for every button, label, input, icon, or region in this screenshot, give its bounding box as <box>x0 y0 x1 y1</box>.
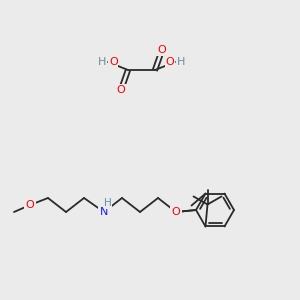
Text: O: O <box>109 57 118 67</box>
Text: O: O <box>158 45 166 55</box>
Text: H: H <box>104 198 112 208</box>
Text: O: O <box>172 207 180 217</box>
Text: N: N <box>100 207 108 217</box>
Text: H: H <box>177 57 185 67</box>
Text: O: O <box>26 200 34 210</box>
Text: O: O <box>165 57 174 67</box>
Text: H: H <box>98 57 106 67</box>
Text: O: O <box>117 85 125 95</box>
